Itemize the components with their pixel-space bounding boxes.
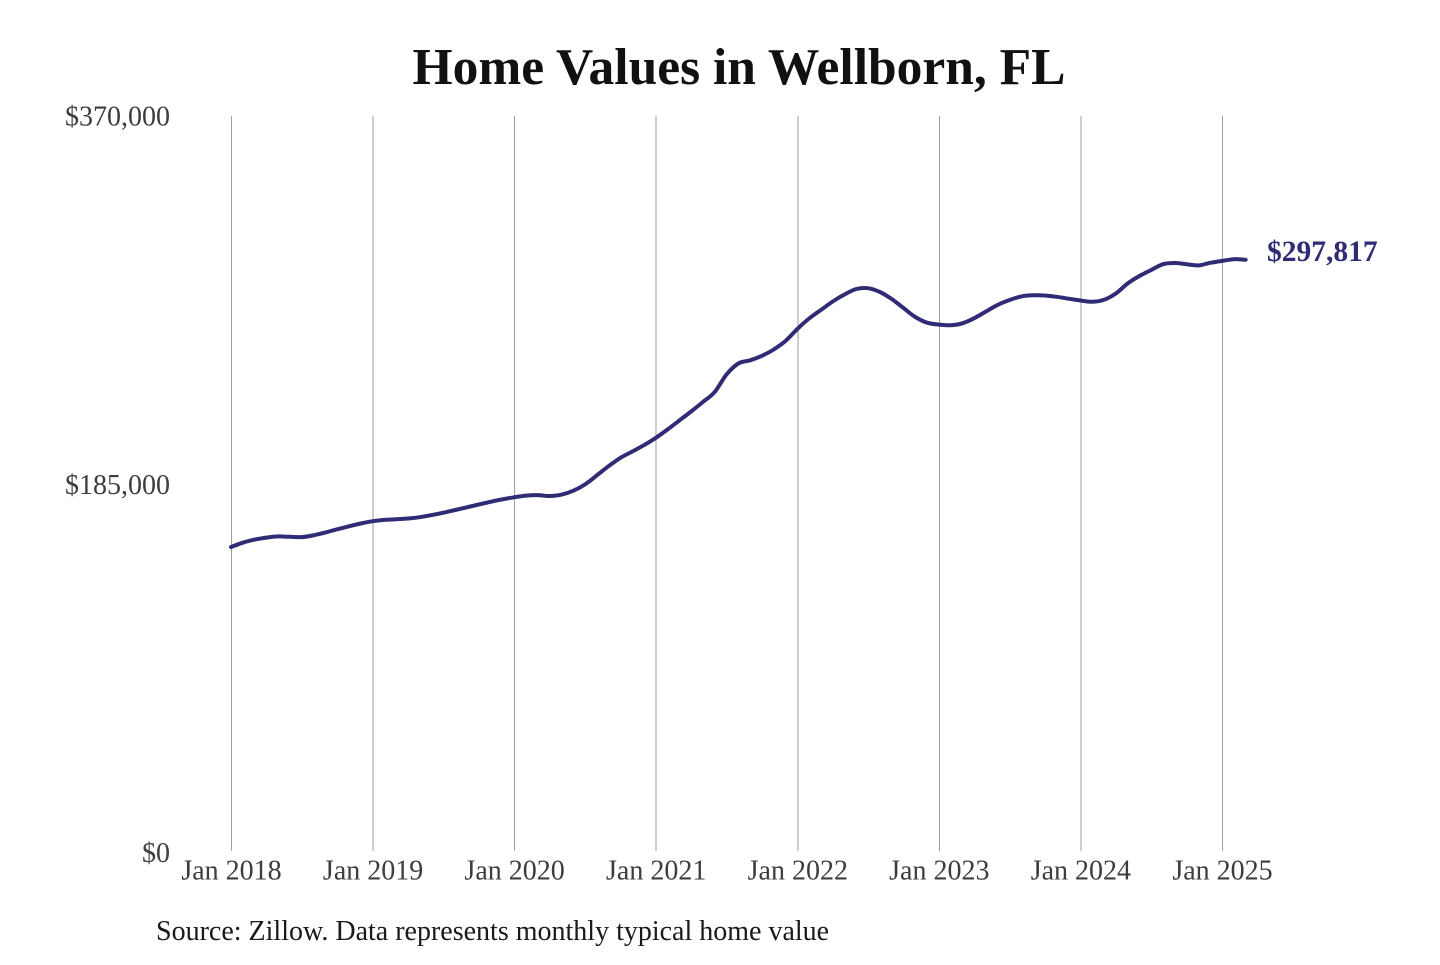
svg-text:Jan 2024: Jan 2024 xyxy=(1031,856,1131,887)
svg-text:Source: Zillow. Data represent: Source: Zillow. Data represents monthly … xyxy=(156,916,829,947)
svg-text:Jan 2025: Jan 2025 xyxy=(1172,856,1272,887)
svg-text:$0: $0 xyxy=(142,838,170,869)
svg-text:$185,000: $185,000 xyxy=(65,470,170,501)
svg-text:Jan 2020: Jan 2020 xyxy=(464,856,564,887)
svg-text:Jan 2022: Jan 2022 xyxy=(748,856,848,887)
svg-text:Jan 2019: Jan 2019 xyxy=(323,856,423,887)
svg-text:Home Values in Wellborn, FL: Home Values in Wellborn, FL xyxy=(413,39,1066,96)
svg-text:Jan 2018: Jan 2018 xyxy=(181,856,281,887)
svg-text:$370,000: $370,000 xyxy=(65,101,170,132)
svg-text:Jan 2021: Jan 2021 xyxy=(606,856,706,887)
svg-text:Jan 2023: Jan 2023 xyxy=(889,856,989,887)
svg-text:$297,817: $297,817 xyxy=(1267,236,1378,268)
